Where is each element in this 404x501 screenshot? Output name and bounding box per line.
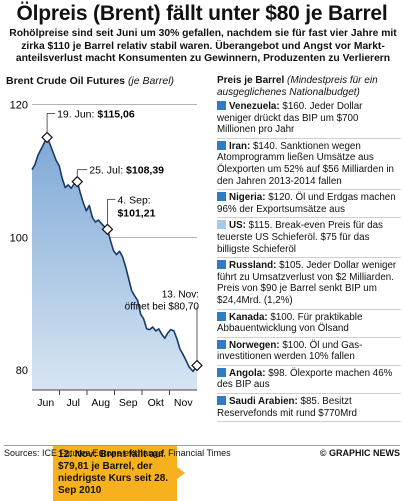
country-text: $100. Für praktikable Abbauentwicklung v…	[217, 311, 363, 335]
chart-header-label: Brent Crude Oil Futures	[6, 75, 126, 87]
country-entry: Norwegen: $100. Öl und Gas-investitionen…	[217, 338, 401, 366]
annotation-label: 19. Jun: $115,06	[57, 108, 135, 120]
country-marker-icon	[217, 192, 226, 202]
country-text: $120. Öl und Erdgas machen 96% der Expor…	[217, 192, 396, 215]
annotation-value: $115,06	[97, 108, 135, 120]
annotation-value: $108,39	[126, 165, 164, 177]
y-tick-label: 100	[10, 232, 28, 244]
country-marker-icon	[217, 339, 226, 349]
x-tick-label: Sep	[119, 397, 138, 409]
country-marker-icon	[217, 311, 226, 321]
chart-subtitle: Rohölpreise sind seit Juni um 30% gefall…	[9, 28, 397, 64]
country-marker-icon	[217, 260, 226, 270]
country-marker-icon	[217, 220, 226, 230]
chart-panel: 80 100 120 Jun Jul Aug Sep Okt Nov 19. Jun: $115,…	[4, 90, 213, 501]
country-entry: Saudi Arabien: $85. Besitzt Reservefonds…	[217, 394, 401, 423]
price-chart: 80 100 120 Jun Jul Aug Sep Okt Nov 19. Jun: $115,…	[10, 100, 203, 409]
annotation-label: 25. Jul: $108,39	[89, 165, 164, 177]
footer: Sources: ICE Futures Europe exchange, Fi…	[4, 445, 400, 458]
annotation-value: öffnet bei $80,70	[125, 301, 200, 312]
country-text: $98. Ölexporte machen 46% des BIP aus	[217, 367, 393, 391]
right-header: Preis je Barrel (Mindestpreis für ein au…	[217, 75, 401, 98]
x-tick-label: Nov	[174, 397, 193, 409]
annotation-marker	[71, 175, 84, 188]
country-text: $100. Öl und Gas-investitionen werden 10…	[217, 339, 363, 363]
x-tick-label: Aug	[91, 397, 110, 409]
country-marker-icon	[217, 396, 226, 406]
x-tick-label: Jul	[67, 397, 80, 409]
country-name: Kanada:	[229, 311, 268, 323]
annotation-label: 4. Sep: $101,21	[117, 194, 155, 219]
country-entry: Kanada: $100. Für praktikable Abbauentwi…	[217, 310, 401, 338]
country-name: Venezuela:	[229, 101, 280, 112]
country-text: $160. Jeder Dollar weniger drückt das BI…	[217, 101, 363, 136]
chart-header: Brent Crude Oil Futures (je Barrel)	[6, 75, 174, 87]
country-name: Russland:	[229, 260, 277, 272]
chart-title: Ölpreis (Brent) fällt unter $80 je Barre…	[16, 2, 388, 25]
right-header-label: Preis je Barrel	[217, 75, 285, 86]
x-tick-label: Jun	[37, 397, 54, 409]
annotation-label: 13. Nov:	[162, 289, 199, 300]
annotation-value: $101,21	[117, 207, 155, 219]
price-area	[32, 137, 197, 390]
country-entry: Angola: $98. Ölexporte machen 46% des BI…	[217, 366, 401, 395]
annotation-marker	[41, 131, 53, 144]
country-text: $115. Break-even Preis für das teuerste …	[217, 220, 383, 255]
price-line	[31, 136, 198, 373]
chart-header-unit: (je Barrel)	[127, 75, 175, 87]
y-tick-label: 120	[10, 100, 28, 112]
annotation-marker	[191, 359, 203, 372]
country-name: Saudi Arabien:	[229, 396, 298, 408]
country-entry: Venezuela: $160. Jeder Dollar weniger dr…	[217, 99, 401, 139]
country-name: Norwegen:	[229, 339, 280, 351]
footer-credit: © GRAPHIC NEWS	[319, 448, 400, 458]
country-text: $105. Jeder Dollar weniger führt zu Umsa…	[217, 260, 397, 306]
x-tick-label: Okt	[148, 397, 164, 409]
country-entry: Iran: $140. Sanktionen wegen Atomprogram…	[217, 139, 401, 191]
country-marker-icon	[217, 140, 226, 150]
country-text: $140. Sanktionen wegen Atomprogramm ließ…	[217, 140, 394, 187]
y-tick-label: 80	[16, 365, 28, 377]
country-name: US:	[229, 220, 246, 232]
right-header-sub: (Mindestpreis für ein ausgeglichenes Nat…	[217, 75, 378, 98]
country-entry: Russland: $105. Jeder Dollar weniger füh…	[217, 258, 401, 310]
country-name: Iran:	[229, 140, 251, 152]
country-marker-icon	[217, 367, 226, 377]
country-text: $85. Besitzt Reservefonds mit rund $770M…	[217, 396, 357, 419]
country-list: Venezuela: $160. Jeder Dollar weniger dr…	[217, 99, 401, 423]
country-entry: Nigeria: $120. Öl und Erdgas machen 96% …	[217, 190, 401, 219]
footer-sources: Sources: ICE Futures Europe exchange, Fi…	[4, 448, 231, 458]
country-marker-icon	[217, 101, 226, 110]
country-entry: US: $115. Break-even Preis für das teuer…	[217, 218, 401, 259]
country-name: Nigeria:	[229, 192, 266, 204]
annotation-marker	[101, 223, 114, 236]
country-name: Angola:	[229, 367, 266, 379]
